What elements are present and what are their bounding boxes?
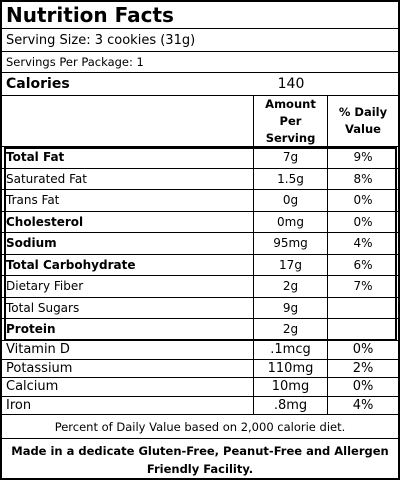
nutrient-daily-value: 6% [353,257,373,272]
nutrient-amount: 95mg [254,233,328,254]
nutrient-name: Total Sugars [2,297,254,318]
nutrient-name: Sodium [2,233,254,254]
serving-size-row: Serving Size: 3 cookies (31g) [2,29,398,52]
nutrient-daily-value: 0% [353,214,373,229]
nutrient-daily-value [328,319,398,340]
vitamin-daily-value: 2% [352,360,374,376]
nutrient-row: Total Carbohydrate 17g 6% [2,254,398,276]
nutrient-row: Total Fat 7g 9% [2,147,398,169]
nutrient-name: Protein [2,319,254,340]
vitamin-row: Calcium 10mg 0% [2,378,398,397]
column-header-row: Amount Per Serving % Daily Value [2,96,398,147]
footnote-row: Percent of Daily Value based on 2,000 ca… [2,415,398,439]
vitamin-amount: .1mcg [254,341,328,359]
title-row: Nutrition Facts [2,2,398,29]
nutrient-daily-value: 0% [353,193,373,208]
vitamin-amount: 10mg [254,378,328,396]
facility-row: Made in a dedicate Gluten-Free, Peanut-F… [2,439,398,480]
amount-per-serving-header: Amount Per Serving [254,96,328,146]
nutrient-amount: 17g [254,254,328,275]
nutrient-daily-value: 4% [353,236,373,251]
calories-label: Calories [6,76,70,92]
calories-value: 140 [277,76,305,92]
vitamin-name: Potassium [2,359,254,377]
nutrient-amount: 1.5g [254,168,328,189]
servings-per-package-row: Servings Per Package: 1 [2,52,398,73]
nutrient-amount: 2g [254,319,328,340]
nutrient-name: Saturated Fat [2,168,254,189]
facility-text: Made in a dedicate Gluten-Free, Peanut-F… [11,443,389,476]
nutrient-row: Dietary Fiber 2g 7% [2,276,398,298]
nutrient-name: Dietary Fiber [2,276,254,297]
vitamin-name: Vitamin D [2,341,254,359]
nutrient-row: Cholesterol 0mg 0% [2,211,398,233]
nutrient-amount: 9g [254,297,328,318]
nutrient-name: Trans Fat [2,190,254,211]
vitamin-daily-value: 0% [352,379,374,395]
nutrient-amount: 0g [254,190,328,211]
vitamin-name: Calcium [2,378,254,396]
nutrient-row: Sodium 95mg 4% [2,233,398,255]
nutrient-row: Saturated Fat 1.5g 8% [2,168,398,190]
vitamin-daily-value: 4% [352,397,374,413]
vitamin-amount: .8mg [254,396,328,414]
footnote-text: Percent of Daily Value based on 2,000 ca… [54,419,346,434]
nutrient-name: Cholesterol [2,211,254,232]
nutrient-amount: 2g [254,276,328,297]
nutrient-amount: 0mg [254,211,328,232]
label-title: Nutrition Facts [6,3,174,27]
vitamin-name: Iron [2,396,254,414]
calories-row: Calories 140 [2,73,398,96]
nutrient-name: Total Fat [2,147,254,168]
nutrient-daily-value: 7% [353,279,373,294]
nutrient-daily-value [328,298,398,319]
nutrient-daily-value: 8% [353,171,373,186]
nutrient-name: Total Carbohydrate [2,254,254,275]
nutrient-row: Total Sugars 9g [2,297,398,319]
vitamin-row: Vitamin D .1mcg 0% [2,341,398,360]
servings-per-package: Servings Per Package: 1 [6,55,144,69]
nutrient-row: Trans Fat 0g 0% [2,190,398,212]
vitamin-daily-value: 0% [352,342,374,358]
serving-size: Serving Size: 3 cookies (31g) [6,32,196,48]
vitamin-amount: 110mg [254,359,328,377]
nutrient-daily-value: 9% [353,150,373,165]
nutrient-row: Protein 2g [2,319,398,341]
nutrient-amount: 7g [254,147,328,168]
vitamin-row: Potassium 110mg 2% [2,359,398,378]
vitamin-row: Iron .8mg 4% [2,396,398,415]
daily-value-header: % Daily Value [338,105,388,136]
